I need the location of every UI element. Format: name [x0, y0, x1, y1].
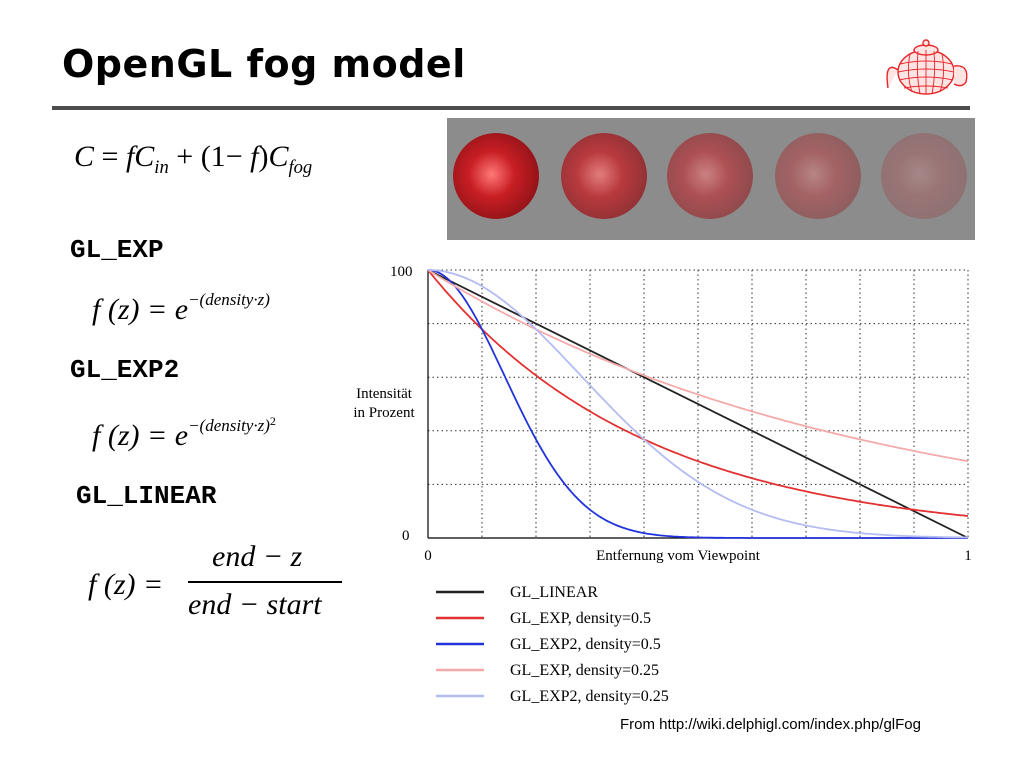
- gl-exp-label: GL_EXP: [70, 235, 164, 265]
- source-credit: From http://wiki.delphigl.com/index.php/…: [620, 716, 921, 733]
- fog-sphere: [561, 133, 647, 219]
- x-axis-label: Entfernung vom Viewpoint: [596, 548, 761, 564]
- fog-sphere: [453, 133, 539, 219]
- series-line: [428, 269, 969, 539]
- y-tick-label: 100: [390, 264, 413, 280]
- fog-sphere: [775, 133, 861, 219]
- y-axis-label: in Prozent: [353, 405, 415, 421]
- teapot-icon: [886, 39, 968, 95]
- series-line: [427, 269, 969, 517]
- x-tick-label: 0: [424, 548, 432, 564]
- title-divider: [52, 106, 970, 110]
- fog-sphere: [881, 133, 967, 219]
- series-line: [427, 269, 969, 539]
- y-tick-label: 0: [402, 528, 410, 544]
- gl-exp-formula: f (z) = e−(density·z): [92, 290, 270, 326]
- legend-label: GL_EXP2, density=0.25: [510, 688, 669, 705]
- legend-label: GL_LINEAR: [510, 584, 598, 601]
- legend-label: GL_EXP2, density=0.5: [510, 636, 661, 653]
- fog-spheres-panel: [447, 118, 975, 240]
- gl-exp2-label: GL_EXP2: [70, 355, 180, 385]
- gl-linear-label: GL_LINEAR: [76, 481, 217, 511]
- series-line: [427, 269, 968, 539]
- legend-label: GL_EXP, density=0.25: [510, 662, 659, 679]
- y-axis-label: Intensität: [356, 386, 413, 402]
- gl-exp2-formula: f (z) = e−(density·z)2: [92, 414, 276, 452]
- series-line: [427, 269, 969, 463]
- fog-curve-chart: 100 00 1 Intensität in Prozent Entfernung vom…: [353, 264, 972, 705]
- fog-sphere: [667, 133, 753, 219]
- x-tick-label: 1: [964, 548, 972, 564]
- slide-title: OpenGL fog model: [62, 42, 466, 86]
- legend-label: GL_EXP, density=0.5: [510, 610, 651, 627]
- fraction-bar: [188, 581, 342, 583]
- fog-blend-formula: C = fCin + (1− f)Cfog: [74, 140, 313, 178]
